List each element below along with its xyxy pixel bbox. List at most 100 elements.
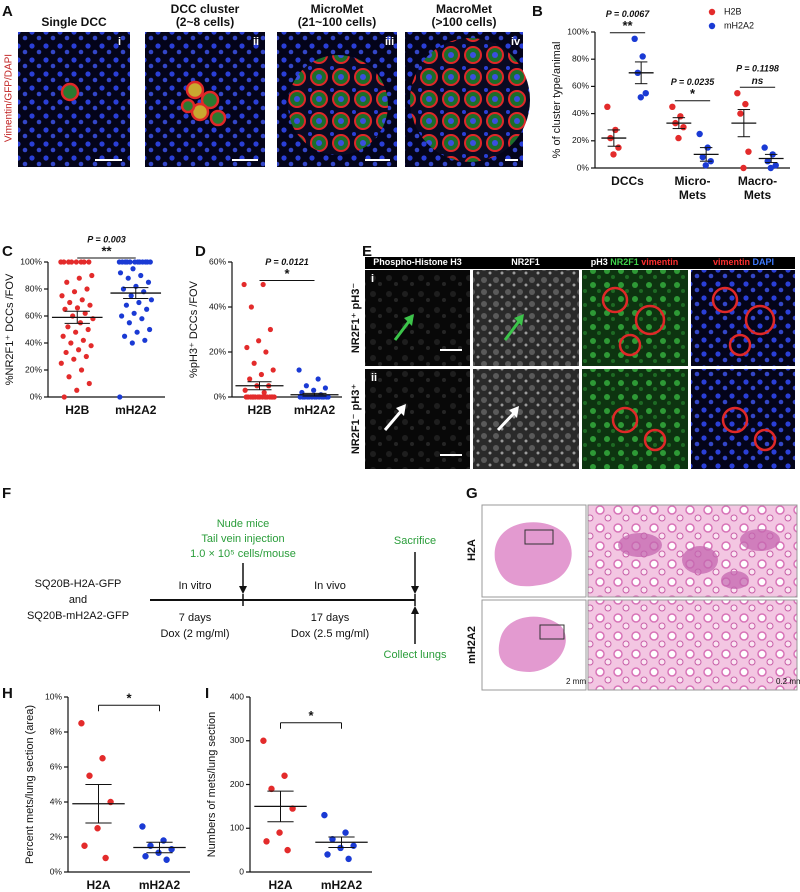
data-point	[81, 259, 87, 265]
data-point	[59, 293, 65, 299]
data-point	[73, 259, 79, 265]
data-point	[139, 823, 146, 830]
data-point	[322, 385, 329, 391]
y-tick-label: 100%	[20, 256, 42, 266]
significance: **	[101, 243, 112, 258]
y-tick-label: 10%	[45, 691, 62, 701]
numeral: ii	[253, 36, 259, 48]
data-point	[130, 266, 136, 272]
legend-marker	[708, 8, 716, 16]
data-point	[147, 259, 153, 265]
data-point	[248, 304, 254, 310]
data-point	[241, 281, 247, 288]
row-label: NR2F1⁻ pH3⁺	[350, 384, 362, 454]
phase: Dox (2.5 mg/ml)	[291, 628, 369, 640]
y-tick-label: 2%	[50, 831, 63, 841]
y-tick-label: 20%	[25, 364, 42, 374]
data-point	[345, 855, 352, 863]
data-point	[84, 286, 90, 292]
data-point	[742, 100, 749, 108]
y-axis-label: %NR2F1⁺ DCCs /FOV	[4, 273, 16, 385]
data-point	[86, 259, 92, 265]
data-point	[745, 148, 752, 155]
micrograph	[473, 369, 579, 469]
panel-label: C	[2, 243, 13, 260]
panel-label: G	[466, 485, 478, 502]
data-point	[142, 259, 149, 265]
data-point	[262, 394, 268, 400]
data-point	[86, 772, 93, 779]
data-point	[142, 337, 148, 343]
data-point	[296, 367, 302, 373]
x-tick-label: H2B	[65, 403, 89, 417]
data-point	[642, 90, 649, 97]
data-point	[767, 164, 774, 172]
collect: Collect lungs	[384, 649, 447, 661]
y-tick-label: 20%	[209, 346, 226, 356]
data-point	[94, 825, 101, 832]
title-segment: Phospho-Histone H3	[373, 257, 462, 267]
data-point	[639, 53, 646, 60]
p-value: P = 0.0121	[265, 257, 308, 267]
data-point	[139, 316, 145, 322]
numeral: i	[371, 273, 374, 285]
data-point	[74, 305, 81, 311]
significance: **	[622, 18, 633, 33]
legend-label: H2B	[724, 6, 742, 16]
legend-label: mH2A2	[724, 20, 754, 30]
micromet	[288, 55, 388, 155]
data-point	[303, 383, 309, 389]
data-point	[86, 380, 92, 387]
x-tick-label: Mets	[744, 188, 772, 202]
data-point	[73, 329, 79, 335]
significance: ns	[752, 76, 764, 87]
data-point	[83, 353, 89, 360]
micrograph	[691, 270, 795, 366]
data-point	[256, 338, 262, 344]
panel-label: E	[362, 243, 372, 260]
data-point	[163, 856, 170, 863]
image-title: (2~8 cells)	[176, 15, 234, 29]
side-label: Vimentin/GFP/DAPI	[4, 54, 15, 142]
data-point	[329, 835, 336, 843]
micrograph	[473, 270, 579, 366]
lung-section	[494, 522, 572, 587]
data-point	[65, 324, 71, 330]
data-point	[88, 343, 94, 349]
panel-e	[365, 257, 795, 469]
data-point	[270, 367, 276, 373]
data-point	[247, 376, 253, 382]
data-point	[68, 259, 75, 265]
data-point	[251, 360, 257, 366]
y-tick-label: 40%	[209, 301, 226, 311]
data-point	[604, 103, 611, 111]
row-label: H2A	[466, 539, 478, 561]
data-point	[324, 851, 331, 858]
data-point	[121, 333, 128, 339]
data-point	[260, 737, 267, 744]
panel-label: B	[532, 3, 543, 20]
hne-zoom	[587, 599, 798, 691]
panel-label: I	[205, 685, 209, 702]
y-tick-label: 4%	[50, 796, 63, 806]
y-tick-label: 100%	[567, 26, 589, 36]
y-tick-label: 8%	[50, 726, 63, 736]
x-tick-label: Mets	[679, 188, 707, 202]
y-axis-label: %pH3⁺ DCCs /FOV	[188, 280, 200, 378]
data-point	[125, 275, 131, 281]
data-point	[145, 279, 152, 285]
data-point	[311, 387, 317, 393]
data-point	[242, 387, 248, 393]
data-point	[77, 320, 84, 326]
y-tick-label: 40%	[25, 337, 42, 347]
image-title: (21~100 cells)	[298, 15, 376, 29]
data-point	[138, 272, 144, 279]
data-point	[122, 259, 128, 265]
numeral: i	[118, 36, 121, 48]
data-point	[142, 853, 149, 860]
panel-label: A	[2, 3, 13, 20]
sacrifice: Sacrifice	[394, 535, 436, 547]
y-tick-label: 0%	[577, 162, 590, 172]
data-point	[267, 326, 274, 333]
